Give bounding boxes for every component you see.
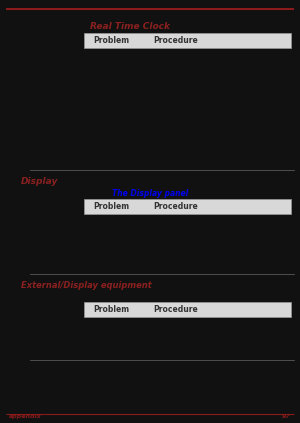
Text: Procedure: Procedure	[153, 202, 198, 211]
Text: External/Display equipment: External/Display equipment	[21, 281, 152, 290]
FancyBboxPatch shape	[84, 302, 291, 317]
FancyBboxPatch shape	[84, 199, 291, 214]
Text: Procedure: Procedure	[153, 36, 198, 45]
Text: 97: 97	[282, 414, 291, 419]
Text: appendix: appendix	[9, 414, 42, 419]
Text: Display: Display	[21, 176, 58, 186]
Text: Procedure: Procedure	[153, 305, 198, 314]
Text: The Display panel: The Display panel	[112, 189, 188, 198]
Text: Real Time Clock: Real Time Clock	[90, 22, 170, 31]
Text: Problem: Problem	[93, 36, 129, 45]
Text: Problem: Problem	[93, 305, 129, 314]
Text: Problem: Problem	[93, 202, 129, 211]
FancyBboxPatch shape	[84, 33, 291, 48]
